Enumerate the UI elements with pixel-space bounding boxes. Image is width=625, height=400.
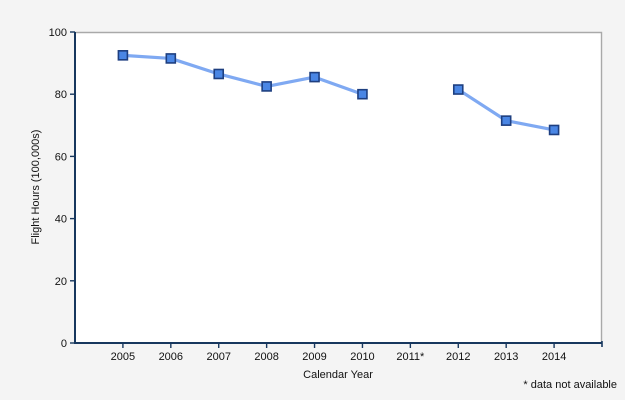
plot-area (75, 32, 602, 343)
data-point-marker (452, 84, 464, 95)
data-not-available-footnote: * data not available (523, 379, 617, 391)
data-point-marker (117, 50, 129, 61)
data-point-marker (357, 88, 368, 100)
x-tick-label: 2008 (254, 351, 278, 363)
data-line-segment (121, 53, 365, 96)
y-tick-label: 20 (55, 276, 67, 288)
y-tick-label: 0 (61, 338, 67, 350)
data-point-marker (165, 53, 177, 64)
x-tick-label: 2005 (111, 351, 135, 363)
data-point-marker (548, 124, 560, 136)
y-tick-label: 100 (49, 27, 67, 39)
x-tick-label: 2014 (542, 351, 566, 363)
y-axis-title: Flight Hours (100,000s) (30, 129, 42, 245)
y-tick-label: 60 (55, 151, 67, 163)
x-tick-label: 2013 (494, 351, 518, 363)
data-point-marker (500, 115, 512, 126)
data-point-marker (213, 68, 225, 80)
y-tick-label: 40 (55, 214, 67, 226)
data-point-marker (309, 71, 320, 83)
x-tick-label: 2006 (159, 351, 183, 363)
y-tick-label: 80 (55, 89, 67, 101)
plot-border (75, 31, 603, 343)
x-tick-label: 2007 (206, 351, 230, 363)
x-tick-label: 2012 (446, 351, 470, 363)
x-tick-label: 2010 (350, 351, 374, 363)
x-tick-label: 2009 (302, 351, 326, 363)
x-tick-label: 2011* (396, 351, 425, 363)
x-axis-title: Calendar Year (303, 369, 373, 381)
data-point-marker (261, 81, 272, 92)
